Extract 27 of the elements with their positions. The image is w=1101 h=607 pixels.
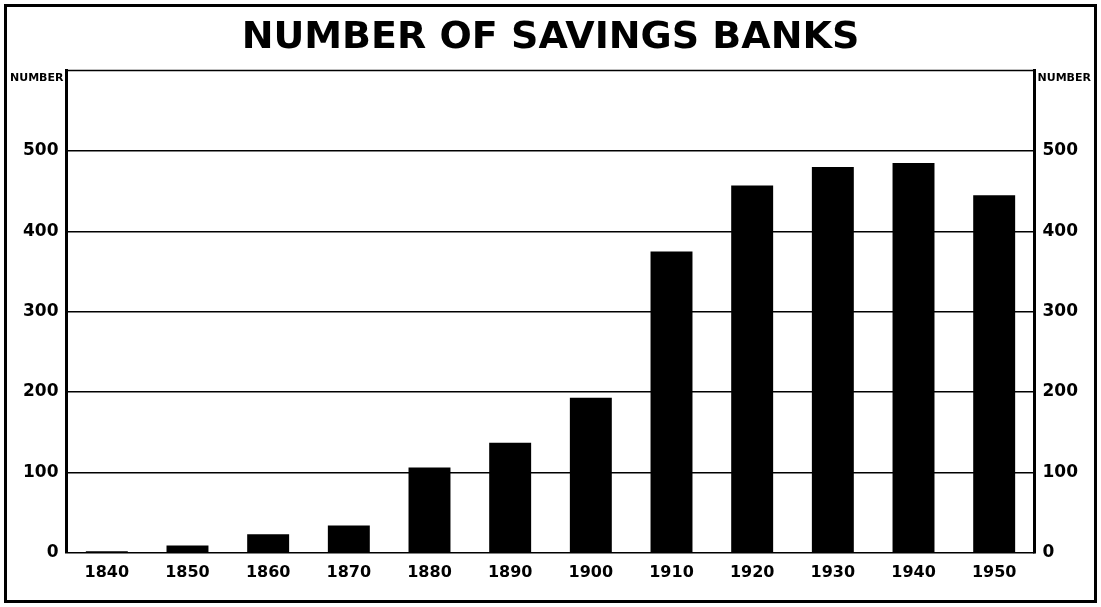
x-tick-label: 1910 — [649, 561, 694, 581]
chart-title: NUMBER OF SAVINGS BANKS — [241, 12, 860, 57]
y2-tick-label: 200 — [1042, 380, 1079, 401]
x-tick-label: 1950 — [971, 561, 1017, 581]
y2-tick-label: 300 — [1042, 300, 1079, 321]
x-tick-label: 1850 — [165, 561, 210, 581]
x-tick-label: 1890 — [487, 561, 533, 581]
x-tick-label: 1930 — [810, 561, 856, 581]
x-tick-label: 1840 — [84, 561, 130, 581]
x-tick-label: 1880 — [407, 561, 452, 581]
y-tick-label: 0 — [46, 541, 59, 562]
y-tick-label: 400 — [22, 219, 59, 240]
y2-tick-label: 500 — [1042, 139, 1079, 160]
y-tick-label: 300 — [22, 300, 59, 321]
y-tick-label: 100 — [22, 460, 59, 481]
x-tick-label: 1860 — [245, 561, 291, 581]
y2-tick-label: 100 — [1042, 460, 1079, 481]
x-tick-label: 1940 — [891, 561, 936, 581]
y2-axis-title: NUMBER — [1037, 70, 1092, 84]
x-tick-label: 1920 — [729, 561, 775, 581]
x-tick-label: 1870 — [326, 561, 372, 581]
y2-tick-label: 400 — [1042, 219, 1079, 240]
x-tick-label: 1900 — [568, 561, 614, 581]
y-tick-label: 500 — [22, 139, 59, 160]
y2-tick-label: 0 — [1042, 541, 1055, 562]
y-axis-title: NUMBER — [10, 70, 65, 84]
y-tick-label: 200 — [22, 380, 59, 401]
